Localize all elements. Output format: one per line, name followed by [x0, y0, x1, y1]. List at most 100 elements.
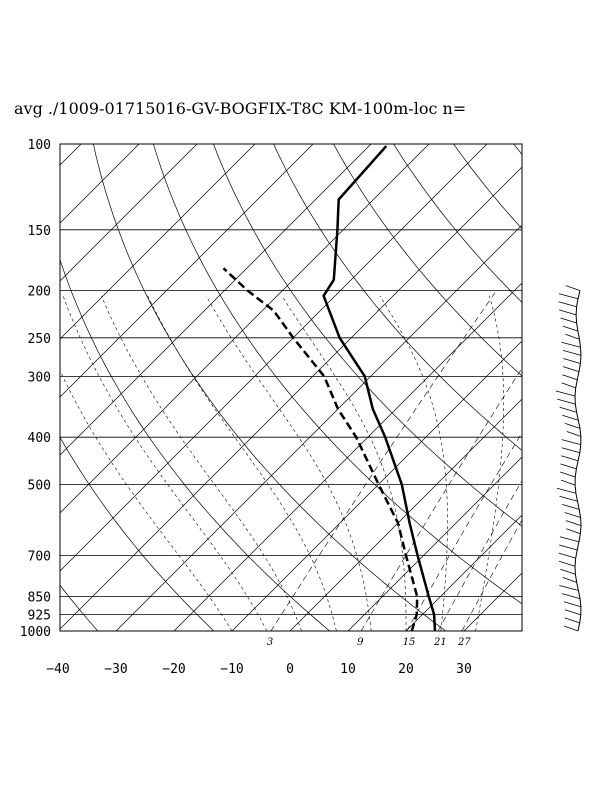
isotherm-line — [60, 144, 314, 398]
wind-barb — [558, 309, 577, 316]
dry-adiabat-line — [273, 144, 522, 451]
isotherm-line — [60, 144, 372, 456]
wind-barb — [562, 350, 582, 356]
isotherm-line — [60, 144, 256, 340]
isotherm-line — [60, 144, 198, 282]
wind-barb — [566, 528, 581, 535]
dry-adiabat-line — [453, 144, 522, 230]
wind-barb — [560, 463, 577, 470]
wind-barb — [559, 536, 580, 543]
isotherm-line — [60, 166, 522, 630]
pressure-tick-label: 850 — [28, 591, 51, 606]
wind-barb — [562, 374, 578, 381]
isotherm-line — [289, 398, 522, 631]
temperature-tick-label: −30 — [104, 662, 127, 677]
isotherm-line — [463, 572, 522, 631]
mixing-ratio-lines — [270, 290, 522, 631]
wind-barb — [562, 504, 580, 510]
mixing-ratio-label: 3 — [267, 637, 273, 648]
pressure-tick-label: 1000 — [20, 625, 51, 640]
wind-barb-column — [555, 285, 582, 632]
wind-barb — [560, 455, 579, 462]
dry-adiabat-line — [333, 144, 522, 377]
wind-barb — [566, 431, 582, 437]
mixing-ratio-label: 15 — [403, 637, 416, 648]
temperature-tick-label: 30 — [456, 662, 472, 677]
isotherm-line — [405, 514, 522, 631]
wind-barb — [561, 341, 581, 348]
pressure-tick-label: 100 — [28, 138, 51, 153]
dry-adiabat-lines — [60, 144, 612, 631]
wind-barb — [556, 487, 577, 494]
wind-barb — [565, 333, 580, 340]
wind-barb — [562, 577, 577, 583]
wind-barb — [555, 390, 576, 397]
temperature-tick-label: −20 — [162, 662, 185, 677]
moist-adiabat-lines — [60, 295, 505, 631]
pressure-tick-label: 700 — [28, 550, 51, 565]
wind-barb — [558, 552, 576, 559]
isotherm-line — [347, 456, 522, 631]
plot-frame — [59, 143, 523, 632]
temperature-tick-label: 10 — [340, 662, 356, 677]
mixing-ratio-line — [461, 519, 522, 631]
pressure-tick-label: 250 — [28, 332, 51, 347]
wind-barb — [561, 593, 581, 599]
wind-barb — [563, 601, 582, 608]
isotherm-line — [60, 144, 430, 514]
temperature-tick-label: −10 — [220, 662, 243, 677]
mixing-ratio-label: 21 — [433, 637, 447, 648]
wind-barb — [562, 366, 580, 372]
wind-barb — [557, 398, 576, 405]
wind-barb — [563, 625, 579, 632]
pressure-tick-label: 400 — [28, 431, 51, 446]
pressure-tick-label: 150 — [28, 224, 51, 239]
wind-barb — [559, 544, 578, 551]
mixing-ratio-line — [437, 479, 522, 631]
moist-adiabat-line — [379, 295, 448, 631]
mixing-ratio-line — [406, 432, 522, 631]
wind-barb — [562, 325, 579, 332]
wind-barb — [561, 382, 576, 389]
isotherm-line — [115, 224, 522, 631]
temperature-tick-labels: −40 −30 −20 −10 0 10 20 30 — [46, 662, 472, 677]
wind-barb — [559, 585, 579, 591]
dewpoint-profile — [222, 267, 419, 631]
wind-barb — [564, 512, 581, 518]
wind-barb — [560, 568, 576, 575]
mixing-ratio-line — [360, 367, 522, 631]
wind-barb — [565, 285, 581, 291]
mixing-ratio-line — [270, 290, 497, 631]
mixing-ratio-label: 9 — [357, 637, 364, 648]
pressure-tick-label: 300 — [28, 370, 51, 385]
moist-adiabat-line — [62, 295, 268, 631]
mixing-ratio-labels: 3 9 15 21 27 — [267, 637, 471, 648]
wind-barb — [565, 520, 582, 526]
pressure-tick-label: 925 — [28, 609, 51, 624]
dry-adiabat-line — [60, 436, 214, 631]
moist-adiabat-line — [101, 295, 302, 631]
dry-adiabat-line — [513, 144, 522, 156]
wind-barb — [559, 495, 578, 502]
wind-barb — [561, 447, 580, 454]
mixing-ratio-label: 27 — [457, 637, 471, 648]
dry-adiabat-line — [93, 144, 446, 631]
wind-barb — [559, 406, 577, 413]
pressure-tick-label: 500 — [28, 478, 51, 493]
wind-barb — [560, 471, 576, 478]
temperature-tick-label: −40 — [46, 662, 69, 677]
wind-barb — [564, 617, 580, 624]
isotherm-line — [60, 144, 488, 572]
dry-adiabat-line — [60, 258, 330, 631]
wind-barb — [558, 301, 577, 308]
wind-barb — [564, 609, 581, 616]
profile-series — [222, 145, 437, 631]
temperature-tick-label: 0 — [286, 662, 294, 677]
isotherm-line — [521, 630, 522, 631]
dry-adiabat-line — [574, 144, 612, 631]
moist-adiabat-line — [60, 369, 233, 631]
moist-adiabat-line — [281, 295, 407, 631]
isotherm-line — [580, 144, 612, 631]
